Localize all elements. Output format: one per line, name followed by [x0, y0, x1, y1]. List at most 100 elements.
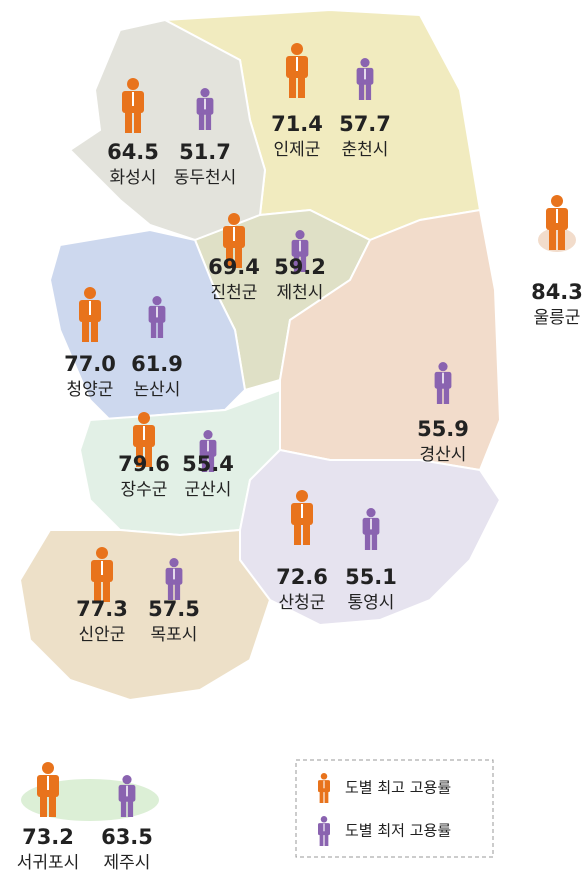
- person-icon: [118, 775, 136, 817]
- person-icon: [199, 430, 217, 472]
- icon-leg: [49, 796, 56, 817]
- area-name: 경산시: [420, 445, 467, 465]
- person-icon: [291, 490, 313, 545]
- icon-head: [203, 430, 213, 440]
- icon-tie: [143, 426, 145, 440]
- icon-leg: [145, 446, 152, 467]
- icon-leg: [358, 83, 365, 100]
- icon-tie: [299, 240, 301, 252]
- value-label: 55.9: [417, 417, 469, 441]
- icon-tie: [233, 227, 235, 241]
- area-name: 장수군: [121, 480, 168, 500]
- value-label: 77.0: [64, 352, 116, 376]
- icon-tie: [296, 57, 298, 71]
- person-icon: [37, 762, 59, 817]
- person-icon: [122, 78, 144, 133]
- icon-leg: [235, 247, 242, 268]
- icon-tie: [301, 504, 303, 518]
- area-name: 제천시: [277, 283, 324, 303]
- icon-leg: [103, 581, 110, 602]
- person-icon: [133, 412, 155, 467]
- area-name: 통영시: [348, 593, 395, 613]
- area-name: 춘천시: [342, 140, 389, 160]
- icon-tie: [204, 98, 206, 110]
- icon-head: [551, 195, 563, 207]
- icon-tie: [442, 372, 444, 384]
- value-label: 57.7: [339, 112, 391, 136]
- area-name: 군산시: [185, 480, 232, 500]
- icon-tie: [323, 823, 325, 832]
- value-label: 55.4: [182, 452, 234, 476]
- provinces: [18, 8, 578, 823]
- area-name: 청양군: [67, 380, 114, 400]
- icon-leg: [136, 446, 143, 467]
- area-name: 산청군: [279, 593, 326, 613]
- value-label: 55.1: [345, 565, 397, 589]
- value-label: 59.2: [274, 255, 326, 279]
- person-icon: [286, 43, 308, 98]
- value-label: 73.2: [22, 825, 74, 849]
- person-icon: [318, 773, 330, 803]
- icon-leg: [157, 321, 164, 338]
- icon-leg: [289, 77, 296, 98]
- area-name: 울릉군: [534, 308, 581, 328]
- value-label: 79.6: [118, 452, 170, 476]
- person-icon: [356, 58, 374, 100]
- icon-tie: [323, 780, 325, 789]
- person-icon: [91, 547, 113, 602]
- icon-head: [366, 508, 376, 518]
- icon-leg: [208, 455, 215, 472]
- gyeonggi: [68, 18, 267, 242]
- icon-head: [152, 296, 162, 306]
- person-icon: [362, 508, 380, 550]
- area-name: 인제군: [274, 140, 321, 160]
- value-label: 51.7: [179, 140, 231, 164]
- icon-leg: [174, 583, 181, 600]
- person-icon: [546, 195, 568, 250]
- value-label: 57.5: [148, 597, 200, 621]
- icon-leg: [82, 321, 89, 342]
- icon-leg: [127, 800, 134, 817]
- ulleung: [536, 226, 578, 254]
- value-label: 64.5: [107, 140, 159, 164]
- icon-tie: [47, 776, 49, 790]
- value-label: 72.6: [276, 565, 328, 589]
- area-name: 제주시: [104, 853, 151, 873]
- icon-head: [138, 412, 150, 424]
- icon-leg: [365, 83, 372, 100]
- icon-leg: [443, 387, 450, 404]
- icon-tie: [126, 785, 128, 797]
- icon-tie: [370, 518, 372, 530]
- value-label: 77.3: [76, 597, 128, 621]
- value-label: 61.9: [131, 352, 183, 376]
- area-name: 서귀포시: [17, 853, 80, 873]
- icon-leg: [298, 77, 305, 98]
- icon-tie: [89, 301, 91, 315]
- icon-head: [84, 287, 96, 299]
- person-icon: [434, 362, 452, 404]
- value-label: 63.5: [101, 825, 153, 849]
- icon-leg: [319, 834, 324, 846]
- icon-leg: [94, 581, 101, 602]
- icon-head: [296, 490, 308, 502]
- icon-leg: [303, 524, 310, 545]
- icon-tie: [156, 306, 158, 318]
- person-icon: [165, 558, 183, 600]
- icon-tie: [101, 561, 103, 575]
- legend-box: [295, 759, 494, 858]
- icon-tie: [132, 92, 134, 106]
- icon-leg: [125, 112, 132, 133]
- icon-leg: [134, 112, 141, 133]
- icon-head: [291, 43, 303, 55]
- icon-head: [360, 58, 370, 68]
- icon-head: [228, 213, 240, 225]
- icon-head: [320, 816, 328, 823]
- icon-tie: [556, 209, 558, 223]
- person-icon: [148, 296, 166, 338]
- icon-leg: [364, 533, 371, 550]
- value-label: 69.4: [208, 255, 260, 279]
- icon-leg: [226, 247, 233, 268]
- icon-head: [122, 775, 132, 785]
- icon-head: [295, 230, 305, 240]
- person-icon: [318, 816, 330, 846]
